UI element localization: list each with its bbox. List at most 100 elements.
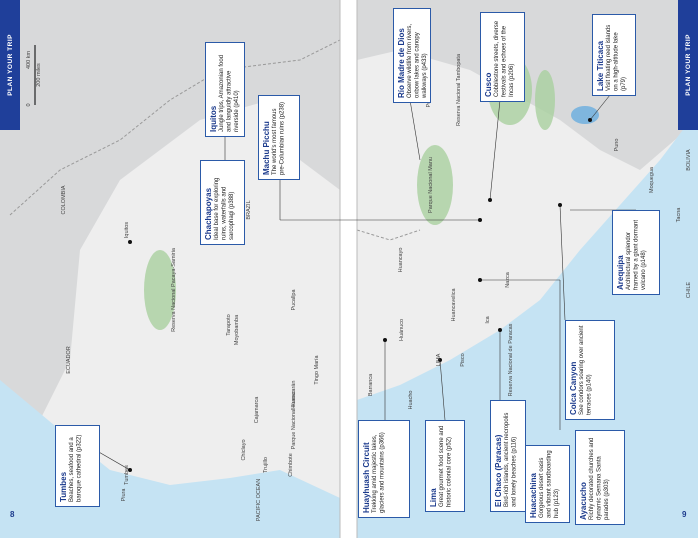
callout-content: Iquitos Jungle trips, Amazonian food and … xyxy=(209,47,242,132)
map-label: Parque Nacional Huascarán xyxy=(291,381,297,450)
section-tab: PLAN YOUR TRIP xyxy=(678,0,698,130)
map-label: Huánuco xyxy=(399,319,405,341)
map-label: Pisco xyxy=(460,353,466,366)
callout-title: Chachapoyas xyxy=(204,187,213,240)
map-label: Moquegua xyxy=(649,166,655,193)
callout-text: Richly decorated churches and dynamic Se… xyxy=(589,437,610,520)
map-label: COLOMBIA xyxy=(61,185,67,214)
page-number: 8 xyxy=(10,510,15,519)
callout: Cusco Cobblestone streets, diverse festiv… xyxy=(480,12,525,102)
map-label: Reserva Nacional de Paracas xyxy=(508,323,514,396)
callout-text: Great gourmet food scene and historic co… xyxy=(439,425,453,507)
callout-text: Beaches, seafood and a baroque cathedral… xyxy=(69,434,83,502)
callout-content: Tumbes Beaches, seafood and a baroque cat… xyxy=(59,430,84,502)
map-label: BRAZIL xyxy=(246,200,252,219)
callout: Machu Picchu The world's most famous pre-… xyxy=(258,95,300,180)
map-label: Parque Nacional Manu xyxy=(428,157,434,213)
callout-content: Chachapoyas Ideal base for exploring ruin… xyxy=(204,165,237,240)
callout-title: Lake Titicaca xyxy=(596,40,605,91)
callout-text: Bird-rich islands, ancient necropolis an… xyxy=(504,412,518,507)
callout: Huayhuash Circuit Trekking amid majestic … xyxy=(358,420,410,518)
callout-text: Visit floating reed islands on a high-al… xyxy=(606,24,627,91)
tab-text: PLAN YOUR TRIP xyxy=(684,34,692,96)
callout-text: Jungle trips, Amazonian food and languid… xyxy=(219,54,240,132)
callout: Arequipa Architectural splendor framed by… xyxy=(612,210,660,295)
scale-label: 400 km xyxy=(26,51,32,69)
callout-content: Huacachina Gorgeous desert oasis and vibr… xyxy=(529,450,562,518)
map-label: Moyobamba xyxy=(234,314,240,345)
map-label: CHILE xyxy=(686,282,692,299)
map-label: Nazca xyxy=(505,271,511,288)
callout-content: Cusco Cobblestone streets, diverse festiv… xyxy=(484,17,517,97)
map-label: Tacna xyxy=(676,207,682,223)
map-label: Huacho xyxy=(408,391,414,410)
callout-text: Observe wildlife from rivers, oxbow lake… xyxy=(407,23,428,98)
callout: Lake Titicaca Visit floating reed islands… xyxy=(592,14,636,96)
callout-title: Arequipa xyxy=(616,255,625,290)
callout: Río Madre de Dios Observe wildlife from r… xyxy=(393,8,431,103)
callout: Lima Great gourmet food scene and histori… xyxy=(425,420,465,512)
map-label: Ica xyxy=(485,315,491,323)
map-label: Barranca xyxy=(368,373,374,396)
callout-title: Río Madre de Dios xyxy=(397,28,406,98)
callout-title: Iquitos xyxy=(209,105,218,132)
map-label: Tarapoto xyxy=(226,314,232,335)
callout-title: Cusco xyxy=(484,72,493,97)
callout-title: Ayacucho xyxy=(579,482,588,520)
callout-content: Machu Picchu The world's most famous pre-… xyxy=(262,100,287,175)
callout: Iquitos Jungle trips, Amazonian food and … xyxy=(205,42,245,137)
callout-title: Lima xyxy=(429,488,438,507)
map-label: Puno xyxy=(614,139,620,152)
page-number: 9 xyxy=(682,510,687,519)
map-label: Cajamarca xyxy=(254,396,260,424)
map-label: Trujillo xyxy=(263,457,269,473)
callout-text: See condors soaring over ancient terrace… xyxy=(579,325,593,415)
callout: Chachapoyas Ideal base for exploring ruin… xyxy=(200,160,245,245)
callout-content: Lima Great gourmet food scene and histori… xyxy=(429,425,454,507)
callout-content: Ayacucho Richly decorated churches and dy… xyxy=(579,435,612,520)
callout-text: Trekking amid majestic lakes, glaciers a… xyxy=(372,432,386,513)
map-label: Iquitos xyxy=(124,222,130,238)
callout-text: Architectural splendor framed by a giant… xyxy=(626,219,647,290)
map-label: Pucallpa xyxy=(291,289,297,311)
callout-title: Colca Canyon xyxy=(569,361,578,415)
map-label: Piura xyxy=(121,488,127,502)
map-label: Tumbes xyxy=(124,465,130,485)
callout-title: El Chaco (Paracas) xyxy=(494,434,503,507)
map-label: PACIFIC OCEAN xyxy=(256,479,262,521)
section-tab: PLAN YOUR TRIP xyxy=(0,0,20,130)
map-label: Chimbote xyxy=(288,453,294,477)
map-label: Huancavelica xyxy=(451,288,457,322)
map-label: LIMA xyxy=(436,353,442,366)
map-label: Huancayo xyxy=(398,248,404,273)
map-label: ECUADOR xyxy=(66,346,72,374)
callout-text: Cobblestone streets, diverse festivals a… xyxy=(494,20,515,97)
map-label: BOLIVIA xyxy=(686,149,692,171)
callout-content: Colca Canyon See condors soaring over anc… xyxy=(569,325,594,415)
callout: Huacachina Gorgeous desert oasis and vibr… xyxy=(525,445,570,523)
callout-title: Tumbes xyxy=(59,471,68,502)
callout-title: Machu Picchu xyxy=(262,121,271,175)
scale-label: 200 miles xyxy=(36,63,42,87)
map-label: Chiclayo xyxy=(241,439,247,460)
callout-content: Río Madre de Dios Observe wildlife from r… xyxy=(397,13,430,98)
map-label: Reserva Nacional Tambopata xyxy=(456,53,462,126)
callout: El Chaco (Paracas) Bird-rich islands, anc… xyxy=(490,400,526,512)
map-label: Huaraz xyxy=(291,391,297,409)
callout-text: Ideal base for exploring ruins, waterfal… xyxy=(214,177,235,240)
scale-label: 0 xyxy=(26,103,32,106)
callout: Ayacucho Richly decorated churches and dy… xyxy=(575,430,625,525)
callout-title: Huacachina xyxy=(529,473,538,518)
callout-content: Lake Titicaca Visit floating reed islands… xyxy=(596,19,629,91)
callout: Colca Canyon See condors soaring over anc… xyxy=(565,320,615,420)
callout: Tumbes Beaches, seafood and a baroque cat… xyxy=(55,425,100,507)
callout-content: El Chaco (Paracas) Bird-rich islands, anc… xyxy=(494,405,519,507)
callout-text: Gorgeous desert oasis and vibrant sandbo… xyxy=(539,450,560,518)
callout-content: Arequipa Architectural splendor framed by… xyxy=(616,215,649,290)
tab-text: PLAN YOUR TRIP xyxy=(6,34,14,96)
callout-title: Huayhuash Circuit xyxy=(362,442,371,513)
map-label: Reserva Nacional Pacaya-Samiria xyxy=(171,247,177,332)
map-label: Tingo María xyxy=(314,354,320,384)
callout-content: Huayhuash Circuit Trekking amid majestic … xyxy=(362,425,387,513)
